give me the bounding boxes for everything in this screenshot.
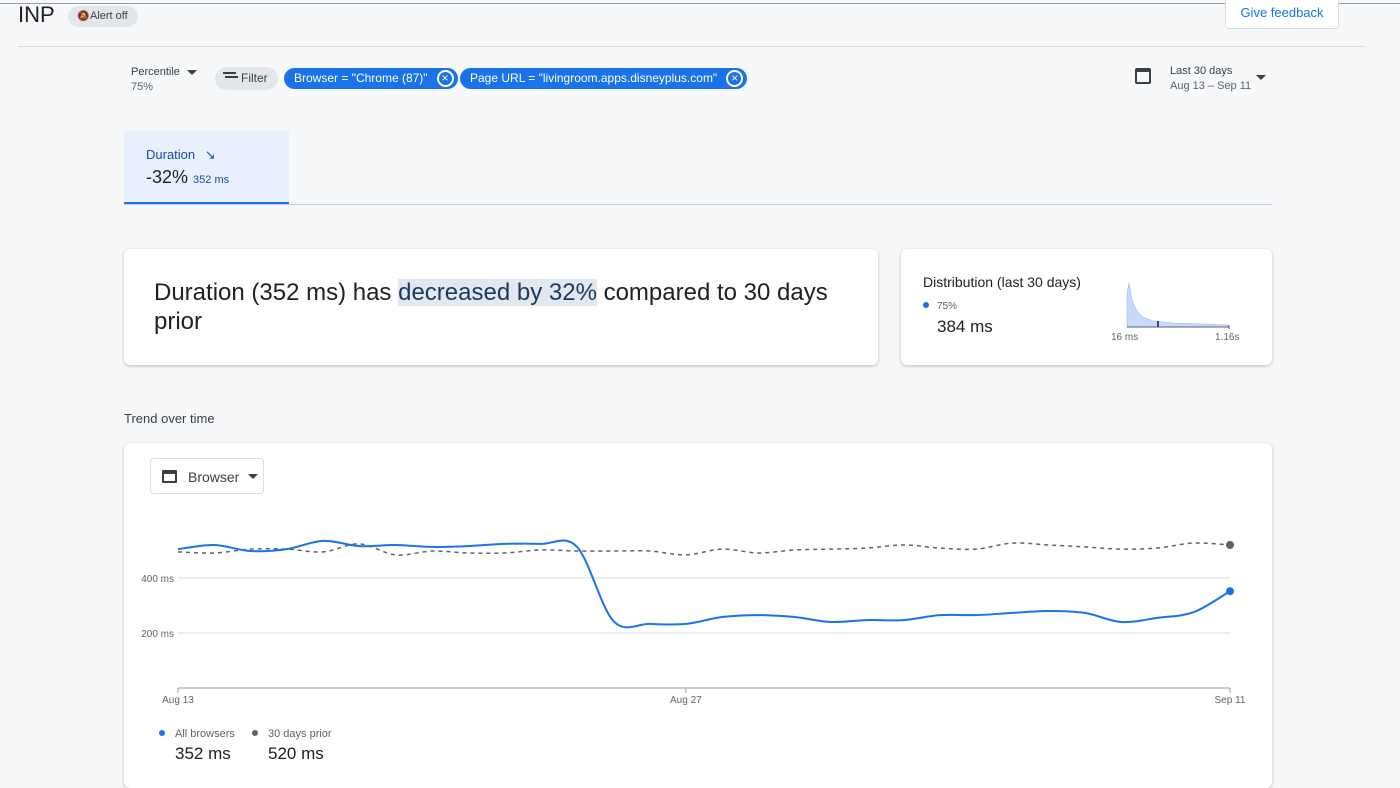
legend-value: 352 ms (175, 744, 231, 763)
end-point (1226, 541, 1234, 549)
calendar-icon (1135, 68, 1151, 84)
dropdown-arrow (1256, 75, 1266, 85)
filter-label: Filter (241, 71, 268, 85)
chip-label: Page URL = "livingroom.apps.disneyplus.c… (470, 71, 718, 85)
tab-label: Duration ↘ (146, 147, 216, 163)
percentile-selector[interactable]: Percentile 75% (131, 66, 197, 93)
bell-icon: 🔕 (77, 11, 90, 22)
summary-part: compared to 30 days prior (154, 279, 828, 335)
top-border (0, 3, 1400, 4)
dropdown-arrow (187, 70, 197, 80)
y-tick-label: 400 ms (141, 574, 174, 585)
summary-card: Duration (352 ms) has decreased by 32% c… (124, 249, 878, 365)
divider (18, 46, 1365, 47)
tab-divider (124, 204, 1272, 205)
summary-highlight: decreased by 32% (398, 279, 597, 306)
tab-value: 352 ms (193, 174, 230, 186)
x-tick-label: Aug 27 (670, 695, 702, 706)
dropdown-arrow (248, 474, 258, 484)
distribution-card: Distribution (last 30 days) 75% 384 ms 1… (901, 249, 1272, 365)
filter-icon (223, 72, 236, 74)
date-label: Last 30 days (1170, 65, 1233, 77)
series-line (177, 539, 1231, 629)
page-title: INP (18, 2, 55, 27)
summary-part: Duration (352 ms) has (154, 279, 399, 306)
distribution-legend: 75% (937, 301, 958, 312)
filter-chip[interactable]: Page URL = "livingroom.apps.disneyplus.c… (460, 68, 748, 89)
distribution-min: 16 ms (1111, 332, 1139, 343)
filter-chip[interactable]: Browser = "Chrome (87)" × (284, 68, 458, 89)
y-tick-label: 200 ms (141, 629, 174, 640)
tab-change-text: -32% (146, 167, 189, 187)
legend-value: 520 ms (268, 744, 324, 763)
metric-tab[interactable]: Duration ↘ -32% 352 ms (124, 131, 289, 205)
dimension-label: Browser (188, 469, 240, 485)
feedback-button[interactable]: Give feedback (1225, 0, 1339, 29)
distribution-title: Distribution (last 30 days) (923, 274, 1081, 290)
filter-button[interactable]: Filter (215, 67, 278, 90)
legend-dot (923, 302, 929, 308)
browser-icon (162, 470, 177, 483)
dimension-selector[interactable]: Browser (150, 458, 264, 494)
legend-label: All browsers (175, 728, 235, 740)
histogram-shape (1126, 282, 1229, 328)
legend-dot (159, 730, 165, 736)
trend-arrow: ↘ (204, 147, 216, 162)
section-title: Trend over time (124, 411, 215, 426)
chip-label: Browser = "Chrome (87)" (294, 71, 428, 85)
x-tick-label: Aug 13 (162, 695, 194, 706)
end-point (1226, 587, 1234, 596)
chip-remove[interactable]: × (726, 70, 744, 87)
date-range: Aug 13 – Sep 11 (1170, 80, 1252, 92)
summary-text: Duration (352 ms) has decreased by 32% c… (154, 278, 864, 336)
percentile-value: 75% (131, 81, 154, 93)
series-line (177, 542, 1231, 556)
mini-histogram (1126, 282, 1230, 329)
distribution-max: 1.16s (1215, 332, 1240, 343)
legend-dot (252, 730, 258, 736)
distribution-value: 384 ms (937, 317, 993, 336)
x-tick-label: Sep 11 (1215, 695, 1246, 706)
alert-label: Alert off (90, 10, 128, 22)
date-selector[interactable]: Last 30 days Aug 13 – Sep 11 (1170, 65, 1251, 92)
percentile-label: Percentile (131, 66, 180, 78)
tab-label-text: Duration (146, 147, 196, 162)
alert-button[interactable]: 🔕 Alert off (68, 6, 138, 27)
chip-remove[interactable]: × (436, 70, 454, 87)
trend-card: Browser (124, 443, 1272, 788)
legend-label: 30 days prior (268, 728, 332, 740)
tab-change: -32% 352 ms (146, 167, 229, 188)
